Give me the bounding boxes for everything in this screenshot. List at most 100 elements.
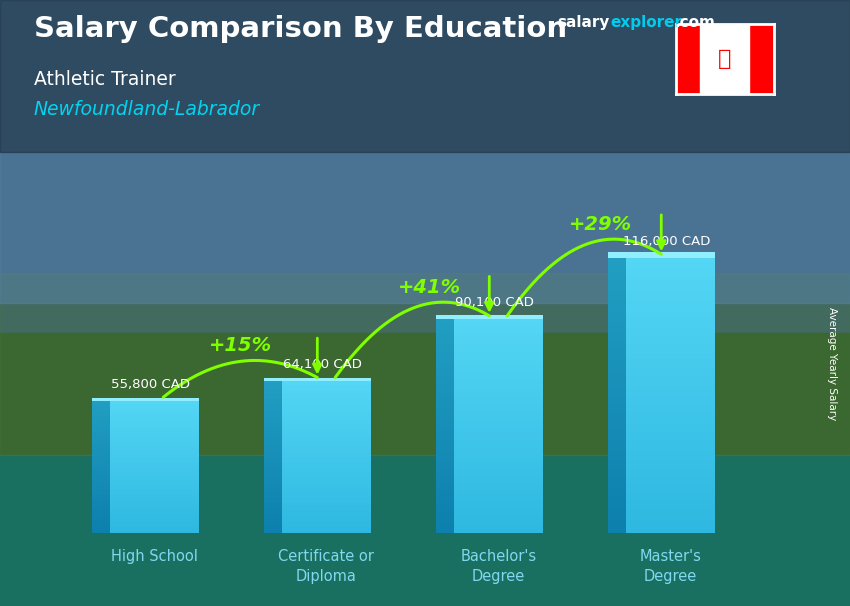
Bar [281,393,371,396]
Bar [281,416,371,419]
Bar [626,367,715,373]
Bar [454,411,543,416]
Bar [93,405,110,407]
Bar [264,431,281,435]
Bar [436,464,454,469]
Bar [454,336,543,341]
Bar [436,479,454,484]
Bar [93,499,110,502]
Bar [264,490,281,493]
Bar [110,526,199,529]
Bar [609,390,626,396]
Bar [454,425,543,430]
Bar [436,432,454,437]
Bar [626,270,715,276]
Bar [436,504,454,508]
Bar [609,367,626,373]
Bar [609,385,626,391]
Bar [609,491,626,496]
Bar [436,411,454,416]
Bar [264,510,281,513]
Bar [454,500,543,505]
Bar [626,344,715,350]
Bar [454,358,543,362]
Bar [281,482,371,485]
Bar [626,288,715,295]
Bar [454,325,543,330]
Bar [626,481,715,487]
Bar [436,361,454,365]
Bar [609,472,626,478]
Bar [281,479,371,482]
Bar [281,497,371,501]
Bar [609,394,626,400]
Bar [264,428,281,432]
Bar [281,518,371,521]
Bar [626,385,715,391]
Bar [626,279,715,285]
Bar [93,458,110,461]
Bar [110,519,199,522]
Bar [454,386,543,391]
Polygon shape [0,0,850,152]
Bar [609,358,626,364]
Bar [110,413,199,416]
Bar [264,449,281,452]
Bar [609,422,626,428]
Bar [264,525,281,528]
Bar [609,311,626,318]
Bar [436,368,454,373]
Bar [93,400,110,403]
Bar [281,428,371,432]
Bar [609,463,626,469]
Bar [436,522,454,526]
Bar [609,513,626,519]
Bar [436,468,454,473]
Bar [110,478,199,481]
Bar [281,426,371,429]
Bar [436,329,454,333]
Bar [626,362,715,368]
Bar [609,449,626,455]
Bar [110,486,199,489]
Bar [281,484,371,488]
Bar [281,522,371,525]
Bar [454,528,543,533]
Bar [110,440,199,443]
Bar [454,458,543,462]
Bar [626,404,715,409]
Bar [436,439,454,444]
Bar [264,396,281,399]
Bar [264,471,281,475]
Bar [281,469,371,473]
Bar [626,527,715,533]
Bar [264,474,281,478]
Bar [454,415,543,419]
Bar [436,325,454,330]
Bar [264,388,281,391]
Bar [454,343,543,348]
Bar [436,461,454,465]
Bar [93,517,110,520]
Bar [626,431,715,437]
Bar [93,528,110,531]
Bar [110,400,199,403]
Bar [93,411,110,414]
Bar [110,522,199,524]
Bar [110,499,199,502]
Bar [93,515,110,518]
Bar [609,518,626,524]
Bar [609,251,715,258]
Bar [93,468,110,471]
Bar [281,383,371,386]
Bar [281,421,371,424]
Bar [436,333,454,337]
Bar [110,488,199,491]
Bar [110,491,199,493]
Bar [281,527,371,531]
Bar [93,431,110,434]
Bar [454,464,543,469]
Bar [264,484,281,488]
Bar [264,401,281,404]
Bar [626,316,715,322]
